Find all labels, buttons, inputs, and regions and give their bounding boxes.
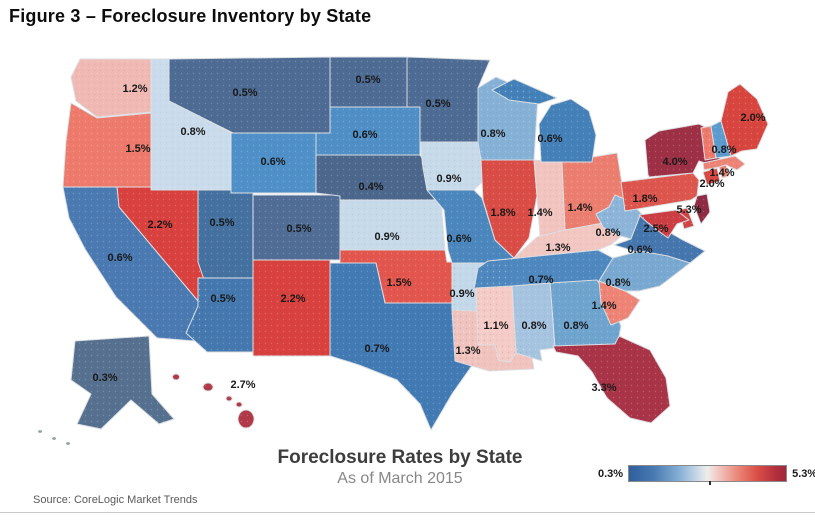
state-value-label-md: 2.5%: [643, 223, 668, 235]
state-value-label-ok: 1.5%: [386, 277, 411, 289]
state-value-label-mn: 0.5%: [425, 98, 450, 110]
state-value-label-mi: 0.6%: [537, 133, 562, 145]
state-value-label-me: 2.0%: [740, 112, 765, 124]
state-value-label-ga: 0.8%: [563, 320, 588, 332]
state-value-label-tx: 0.7%: [364, 343, 389, 355]
state-value-label-wy: 0.6%: [260, 156, 285, 168]
state-value-label-ca: 0.6%: [107, 252, 132, 264]
state-value-label-ks: 0.9%: [374, 231, 399, 243]
legend-midpoint-tick: [709, 481, 712, 485]
color-scale-legend: 0.3% 5.3%: [598, 465, 815, 485]
state-value-label-wa: 1.2%: [122, 83, 147, 95]
state-value-label-pa: 1.8%: [632, 193, 657, 205]
state-value-label-oh: 1.4%: [567, 202, 592, 214]
state-value-label-ms: 1.1%: [483, 320, 508, 332]
state-value-label-nh: 0.8%: [711, 144, 736, 156]
state-value-label-ne: 0.4%: [358, 181, 383, 193]
state-value-label-hi: 2.7%: [230, 379, 255, 391]
bottom-divider: [0, 512, 815, 513]
state-value-label-nd: 0.5%: [355, 74, 380, 86]
state-value-label-sc: 1.4%: [591, 300, 616, 312]
state-value-label-in: 1.4%: [527, 207, 552, 219]
state-value-label-az: 0.5%: [210, 293, 235, 305]
state-fl: [552, 335, 671, 424]
state-value-label-ia: 0.9%: [436, 173, 461, 185]
aleutian-islands: [38, 430, 71, 445]
state-value-label-mo: 0.6%: [446, 233, 471, 245]
state-value-label-nv: 2.2%: [147, 219, 172, 231]
state-value-label-tn: 0.7%: [528, 274, 553, 286]
state-value-label-wi: 0.8%: [480, 128, 505, 140]
state-value-label-mt: 0.5%: [232, 87, 257, 99]
state-value-label-nj: 5.3%: [676, 204, 701, 216]
figure-title: Figure 3 – Foreclosure Inventory by Stat…: [9, 6, 372, 26]
state-labels-layer: 1.2% 1.5% 0.8% 0.5% 0.6% 0.5% 2.2% 0.5% 2.2% 0.6%…: [92, 74, 765, 394]
legend-bar-wrap: [628, 465, 788, 485]
state-value-label-ma: 1.4%: [709, 167, 734, 179]
state-value-label-fl: 3.3%: [591, 382, 616, 394]
state-nm: [252, 259, 331, 357]
state-value-label-va: 0.6%: [627, 244, 652, 256]
state-value-label-ar: 0.9%: [449, 288, 474, 300]
source-note: Source: CoreLogic Market Trends: [33, 494, 198, 506]
state-value-label-al: 0.8%: [521, 320, 546, 332]
state-ut: [197, 189, 254, 279]
map-caption: Foreclosure Rates by State As of March 2…: [230, 447, 570, 488]
state-value-label-wv: 0.8%: [595, 227, 620, 239]
state-value-label-ny: 4.0%: [662, 156, 687, 168]
state-value-label-ct: 2.0%: [699, 178, 724, 190]
state-in: [533, 159, 566, 238]
state-value-label-ky: 1.3%: [545, 242, 570, 254]
state-value-label-la: 1.3%: [455, 345, 480, 357]
state-value-label-or: 1.5%: [125, 143, 150, 155]
state-value-label-il: 1.8%: [490, 207, 515, 219]
legend-gradient-bar: [628, 465, 788, 482]
legend-max-label: 5.3%: [792, 467, 815, 480]
state-value-label-co: 0.5%: [286, 223, 311, 235]
state-value-label-id: 0.8%: [180, 126, 205, 138]
state-value-label-nm: 2.2%: [280, 293, 305, 305]
state-value-label-ut: 0.5%: [209, 217, 234, 229]
state-ak: [70, 335, 175, 430]
state-value-label-ak: 0.3%: [92, 372, 117, 384]
state-value-label-nc: 0.8%: [605, 277, 630, 289]
legend-min-label: 0.3%: [598, 467, 624, 480]
states-layer: [62, 56, 769, 431]
map-caption-subtitle: As of March 2015: [337, 470, 463, 487]
map-caption-title: Foreclosure Rates by State: [277, 447, 523, 468]
state-value-label-sd: 0.6%: [352, 129, 377, 141]
